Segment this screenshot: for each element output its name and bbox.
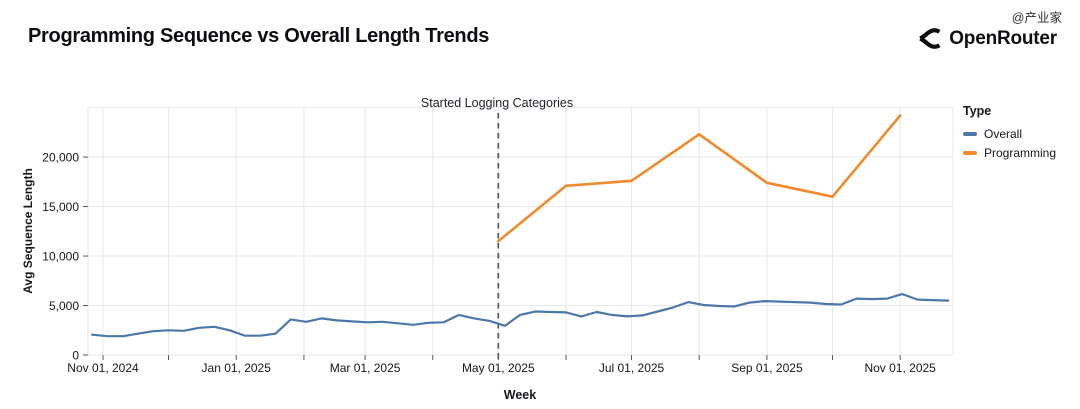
svg-text:Nov 01, 2025: Nov 01, 2025 xyxy=(864,361,936,375)
page-title: Programming Sequence vs Overall Length T… xyxy=(28,25,490,47)
annotation-label: Started Logging Categories xyxy=(420,96,574,110)
brand-name: OpenRouter xyxy=(949,27,1057,49)
svg-text:Jul 01, 2025: Jul 01, 2025 xyxy=(599,361,665,375)
brand-lockup: OpenRouter xyxy=(916,26,1057,51)
svg-text:0: 0 xyxy=(72,349,79,363)
legend-item-label: Overall xyxy=(984,127,1023,141)
svg-text:Jan 01, 2025: Jan 01, 2025 xyxy=(202,361,272,375)
legend-item-programming: Programming xyxy=(963,146,1056,160)
svg-text:May 01, 2025: May 01, 2025 xyxy=(462,361,535,375)
svg-text:20,000: 20,000 xyxy=(42,151,79,165)
svg-text:5,000: 5,000 xyxy=(49,299,79,313)
legend-title: Type xyxy=(963,104,992,118)
svg-text:Nov 01, 2024: Nov 01, 2024 xyxy=(67,361,139,375)
legend-item-label: Programming xyxy=(984,146,1057,160)
svg-text:Sep 01, 2025: Sep 01, 2025 xyxy=(731,361,803,375)
legend-item-overall: Overall xyxy=(963,127,1056,141)
x-axis-title: Week xyxy=(503,388,537,402)
legend: Type Overall Programming xyxy=(963,104,1056,165)
watermark-text: @产业家 xyxy=(1011,11,1062,25)
openrouter-logo-icon xyxy=(916,26,941,51)
svg-text:15,000: 15,000 xyxy=(42,200,79,214)
programming-line-swatch xyxy=(963,151,977,155)
svg-text:Mar 01, 2025: Mar 01, 2025 xyxy=(330,361,401,375)
svg-text:10,000: 10,000 xyxy=(42,250,79,264)
overall-line-swatch xyxy=(963,132,977,136)
y-axis-title: Avg Sequence Length xyxy=(21,168,35,294)
